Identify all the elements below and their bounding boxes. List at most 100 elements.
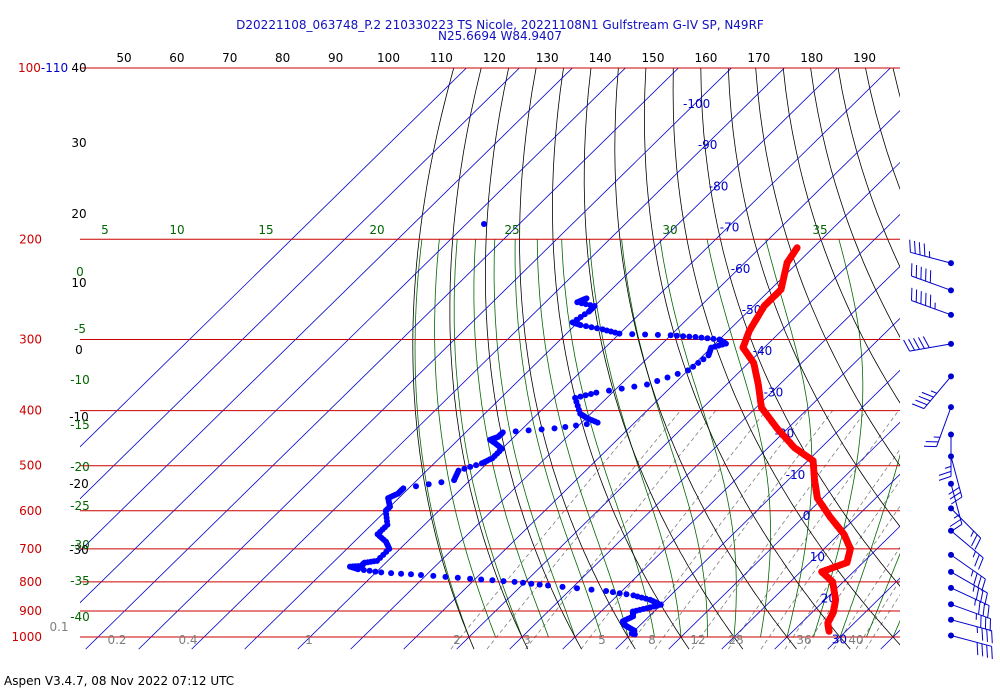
dewpoint-point: [618, 385, 625, 392]
moist-adiabat-label: 25: [504, 223, 519, 237]
mixing-ratio-label: 5: [598, 633, 606, 647]
dewpoint-point: [478, 576, 485, 583]
wind-barb: [948, 616, 993, 644]
dewpoint-point: [588, 324, 595, 331]
dry-adiabat-line: [700, 68, 900, 587]
isotherm-line: [191, 68, 785, 650]
dewpoint-point: [674, 370, 681, 377]
wind-barb-flag: [908, 338, 916, 351]
wind-barb-flag: [913, 338, 920, 350]
wind-barb-shaft: [909, 343, 952, 352]
dewpoint-point: [692, 334, 699, 340]
wind-barb-half-flag: [944, 465, 952, 469]
top-axis-tick: 60: [169, 51, 184, 65]
dry-adiabat-line: [484, 68, 582, 650]
isotherm-label: -40: [753, 344, 773, 358]
moist-adiabat-label: 15: [258, 223, 273, 237]
wind-barb-shaft: [950, 456, 963, 498]
wind-barb-half-flag: [970, 530, 975, 537]
wind-barb-flag: [991, 646, 993, 660]
dewpoint-point: [413, 483, 419, 490]
left-axis-label: 40: [71, 61, 86, 75]
wind-barb-flag: [974, 537, 982, 550]
dewpoint-point: [528, 580, 535, 587]
top-axis-tick: 130: [536, 51, 559, 65]
dewpoint-point: [588, 586, 595, 593]
dewpoint-point: [398, 570, 405, 577]
wind-barb-shaft: [910, 251, 952, 264]
dewpoint-point: [467, 575, 474, 582]
mixing-ratio-line: [855, 579, 900, 650]
isotherm-line: [721, 473, 900, 650]
dry-adiabat-line: [810, 68, 900, 338]
pressure-label: 1000: [11, 630, 42, 644]
dewpoint-point: [378, 569, 385, 576]
isotherm-line: [80, 68, 626, 604]
moist-adiabat-label: 10: [169, 223, 184, 237]
wind-barb-half-flag: [930, 390, 938, 394]
moist-adiabat-left-label: -20: [70, 460, 90, 474]
mixing-ratio-line: [727, 410, 899, 650]
dewpoint-point: [664, 374, 671, 381]
dewpoint-point: [538, 426, 545, 433]
wind-barb: [948, 584, 990, 619]
isotherm-line: [774, 525, 900, 650]
moist-adiabat-line: [493, 239, 576, 638]
pressure-label: 300: [19, 332, 42, 346]
left-axis-label: -20: [69, 477, 89, 491]
wind-barb-shaft: [950, 619, 992, 632]
dewpoint-point: [473, 462, 480, 469]
wind-barb-flag: [949, 491, 961, 500]
wind-barb-flag: [976, 642, 979, 656]
wind-barb: [903, 336, 954, 352]
isotherm-line: [827, 577, 900, 650]
wind-barb-shaft: [950, 603, 991, 620]
isotherm-label: -60: [731, 262, 751, 276]
moist-adiabat-label: 35: [812, 223, 827, 237]
wind-barb-shaft: [950, 508, 982, 539]
dewpoint-point: [573, 422, 579, 429]
pressure-label: 500: [19, 459, 42, 473]
dry-adiabat-line: [967, 42, 1000, 649]
wind-barb-flag: [918, 395, 931, 402]
dewpoint-point: [577, 393, 584, 400]
wind-barb-shaft: [950, 530, 984, 559]
wind-barb: [909, 239, 954, 267]
isotherm-line: [456, 213, 900, 650]
mixing-ratio-line: [691, 410, 867, 650]
wind-barb-flag: [951, 496, 963, 505]
dewpoint-point: [574, 585, 580, 592]
wind-barb-flag: [973, 573, 978, 586]
isotherm-label: 0: [803, 509, 811, 523]
dry-adiabat-line: [412, 68, 475, 650]
wind-barb-flag: [914, 240, 916, 254]
mixing-ratio-line: [803, 505, 900, 650]
wind-barb-half-flag: [972, 585, 975, 592]
wind-barb-flag: [978, 557, 984, 570]
top-axis-tick: 160: [694, 51, 717, 65]
top-axis-tick: 80: [275, 51, 290, 65]
mixing-ratio-line: [486, 410, 681, 650]
dry-adiabat-line: [614, 68, 797, 650]
chart-title: D20221108_063748_P.2 210330223 TS Nicole…: [0, 19, 1000, 42]
dewpoint-point: [355, 566, 361, 573]
dewpoint-point: [593, 389, 600, 396]
dewpoint-point: [704, 335, 711, 342]
isotherm-line: [509, 265, 900, 650]
pressure-label: 700: [19, 542, 42, 556]
wind-barb-flag: [922, 336, 930, 348]
isotherm-line: [668, 421, 900, 650]
dewpoint-point: [582, 392, 589, 399]
dewpoint-point: [588, 391, 594, 397]
dewpoint-point: [366, 567, 373, 574]
wind-barb-flag: [938, 470, 952, 476]
dewpoint-point: [642, 331, 649, 338]
moist-adiabat-line: [892, 620, 900, 638]
wind-barb-flag: [971, 534, 978, 547]
mixing-ratio-label: 0.2: [107, 633, 126, 647]
dewpoint-point: [700, 356, 707, 363]
dry-adiabat-line: [865, 68, 900, 190]
isotherm-label: -30: [764, 385, 784, 399]
mixing-ratio-line: [580, 410, 767, 650]
dewpoint-point: [594, 325, 600, 332]
